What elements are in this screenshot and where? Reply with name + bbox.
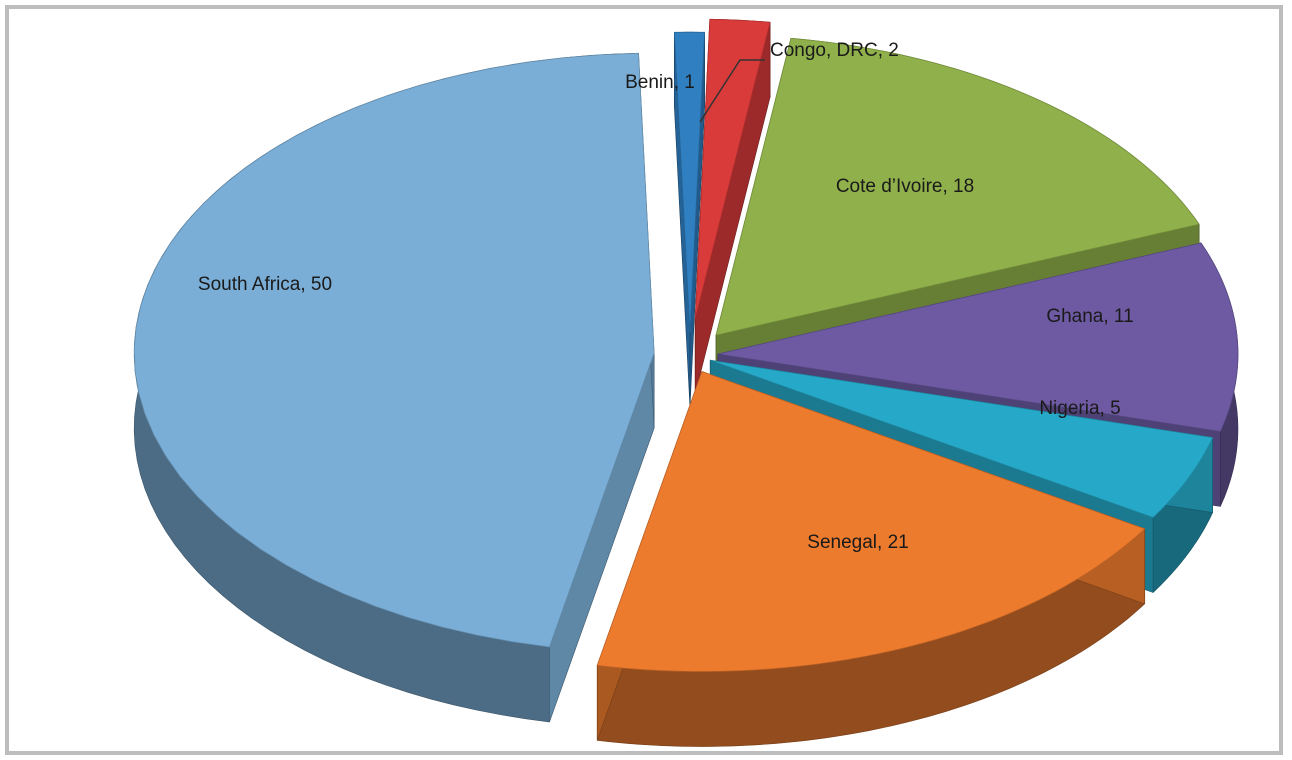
- data-label-nigeria: Nigeria, 5: [1039, 398, 1120, 419]
- data-label-south-africa: South Africa, 50: [198, 274, 332, 295]
- pie-slice-congo-drc: [694, 18, 771, 320]
- data-label-ghana: Ghana, 11: [1046, 306, 1133, 327]
- pie-slice-nigeria: [710, 359, 1214, 518]
- data-label-senegal: Senegal, 21: [807, 532, 908, 553]
- data-label-benin: Benin, 1: [625, 72, 695, 93]
- pie-slice-ghana: [717, 242, 1239, 432]
- data-label-cote-d-ivoire: Cote d’Ivoire, 18: [836, 176, 974, 197]
- congo-leader-line: [699, 59, 765, 123]
- pie-labels: Benin, 1 Congo, DRC, 2 Cote d’Ivoire, 18 Gh…: [198, 40, 1134, 553]
- data-label-congo-drc: Congo, DRC, 2: [770, 40, 899, 61]
- pie-slice-cote-d-ivoire: [715, 37, 1200, 336]
- pie-slice-senegal: [596, 371, 1146, 672]
- pie-tops: [133, 18, 1239, 672]
- pie-slice-benin: [673, 31, 706, 333]
- pie-slice-south-africa: [133, 52, 655, 648]
